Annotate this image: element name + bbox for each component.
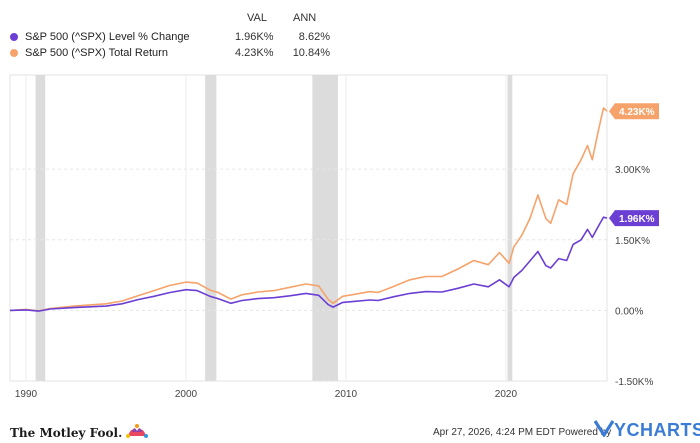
series-line bbox=[9, 216, 608, 312]
recession-band bbox=[205, 75, 217, 381]
legend-series-name: S&P 500 (^SPX) Total Return bbox=[25, 47, 168, 59]
legend-series-name: S&P 500 (^SPX) Level % Change bbox=[25, 31, 190, 43]
y-tick-label: 1.50K% bbox=[615, 236, 650, 247]
legend-swatch-level-change bbox=[10, 33, 18, 41]
footer: The Motley Fool. Apr 27, 2026, 4:24 PM E… bbox=[0, 412, 700, 443]
end-value-badge bbox=[609, 103, 659, 120]
legend-annual: 8.62% bbox=[298, 31, 330, 43]
y-tick-label: 3.00K% bbox=[615, 165, 650, 176]
end-value-badge bbox=[609, 210, 659, 227]
recession-band bbox=[507, 75, 513, 381]
brand-name: The Motley Fool. bbox=[10, 425, 123, 440]
ycharts-mark-icon bbox=[593, 419, 615, 442]
end-value-label: 4.23K% bbox=[619, 107, 655, 118]
end-value-label: 1.96K% bbox=[619, 214, 655, 225]
legend-value: 4.23K% bbox=[235, 47, 274, 59]
legend-value: 1.96K% bbox=[235, 31, 274, 43]
jester-hat-icon bbox=[126, 422, 149, 443]
recession-band bbox=[312, 75, 338, 381]
legend-val-header: VAL bbox=[247, 12, 267, 24]
legend-row-total-return[interactable]: S&P 500 (^SPX) Total Return bbox=[10, 45, 168, 61]
legend-row-level-change[interactable]: S&P 500 (^SPX) Level % Change bbox=[10, 29, 190, 45]
x-tick-label: 1990 bbox=[15, 389, 38, 400]
series-line bbox=[9, 107, 608, 312]
x-tick-label: 2000 bbox=[175, 389, 198, 400]
legend-ann-header: ANN bbox=[293, 12, 317, 24]
motley-fool-logo: The Motley Fool. bbox=[10, 422, 149, 443]
y-tick-label: -1.50K% bbox=[615, 377, 653, 388]
powered-by-brand: YCHARTS bbox=[614, 420, 700, 440]
line-chart: 3.00K% 1.50K% 0.00% -1.50K% 1990 2000 2010 2020… bbox=[9, 74, 659, 400]
legend: VAL ANN S&P 500 (^SPX) Level % Change 1.… bbox=[0, 0, 700, 62]
x-tick-label: 2020 bbox=[495, 389, 518, 400]
plot-area bbox=[9, 74, 608, 382]
x-tick-label: 2010 bbox=[335, 389, 358, 400]
legend-swatch-total-return bbox=[10, 49, 18, 57]
legend-annual: 10.84% bbox=[292, 47, 330, 59]
recession-band bbox=[35, 75, 46, 381]
y-tick-label: 0.00% bbox=[615, 306, 643, 317]
ycharts-logo: YCHARTS bbox=[593, 419, 700, 442]
timestamp: Apr 27, 2026, 4:24 PM EDT Powered by bbox=[433, 427, 612, 438]
